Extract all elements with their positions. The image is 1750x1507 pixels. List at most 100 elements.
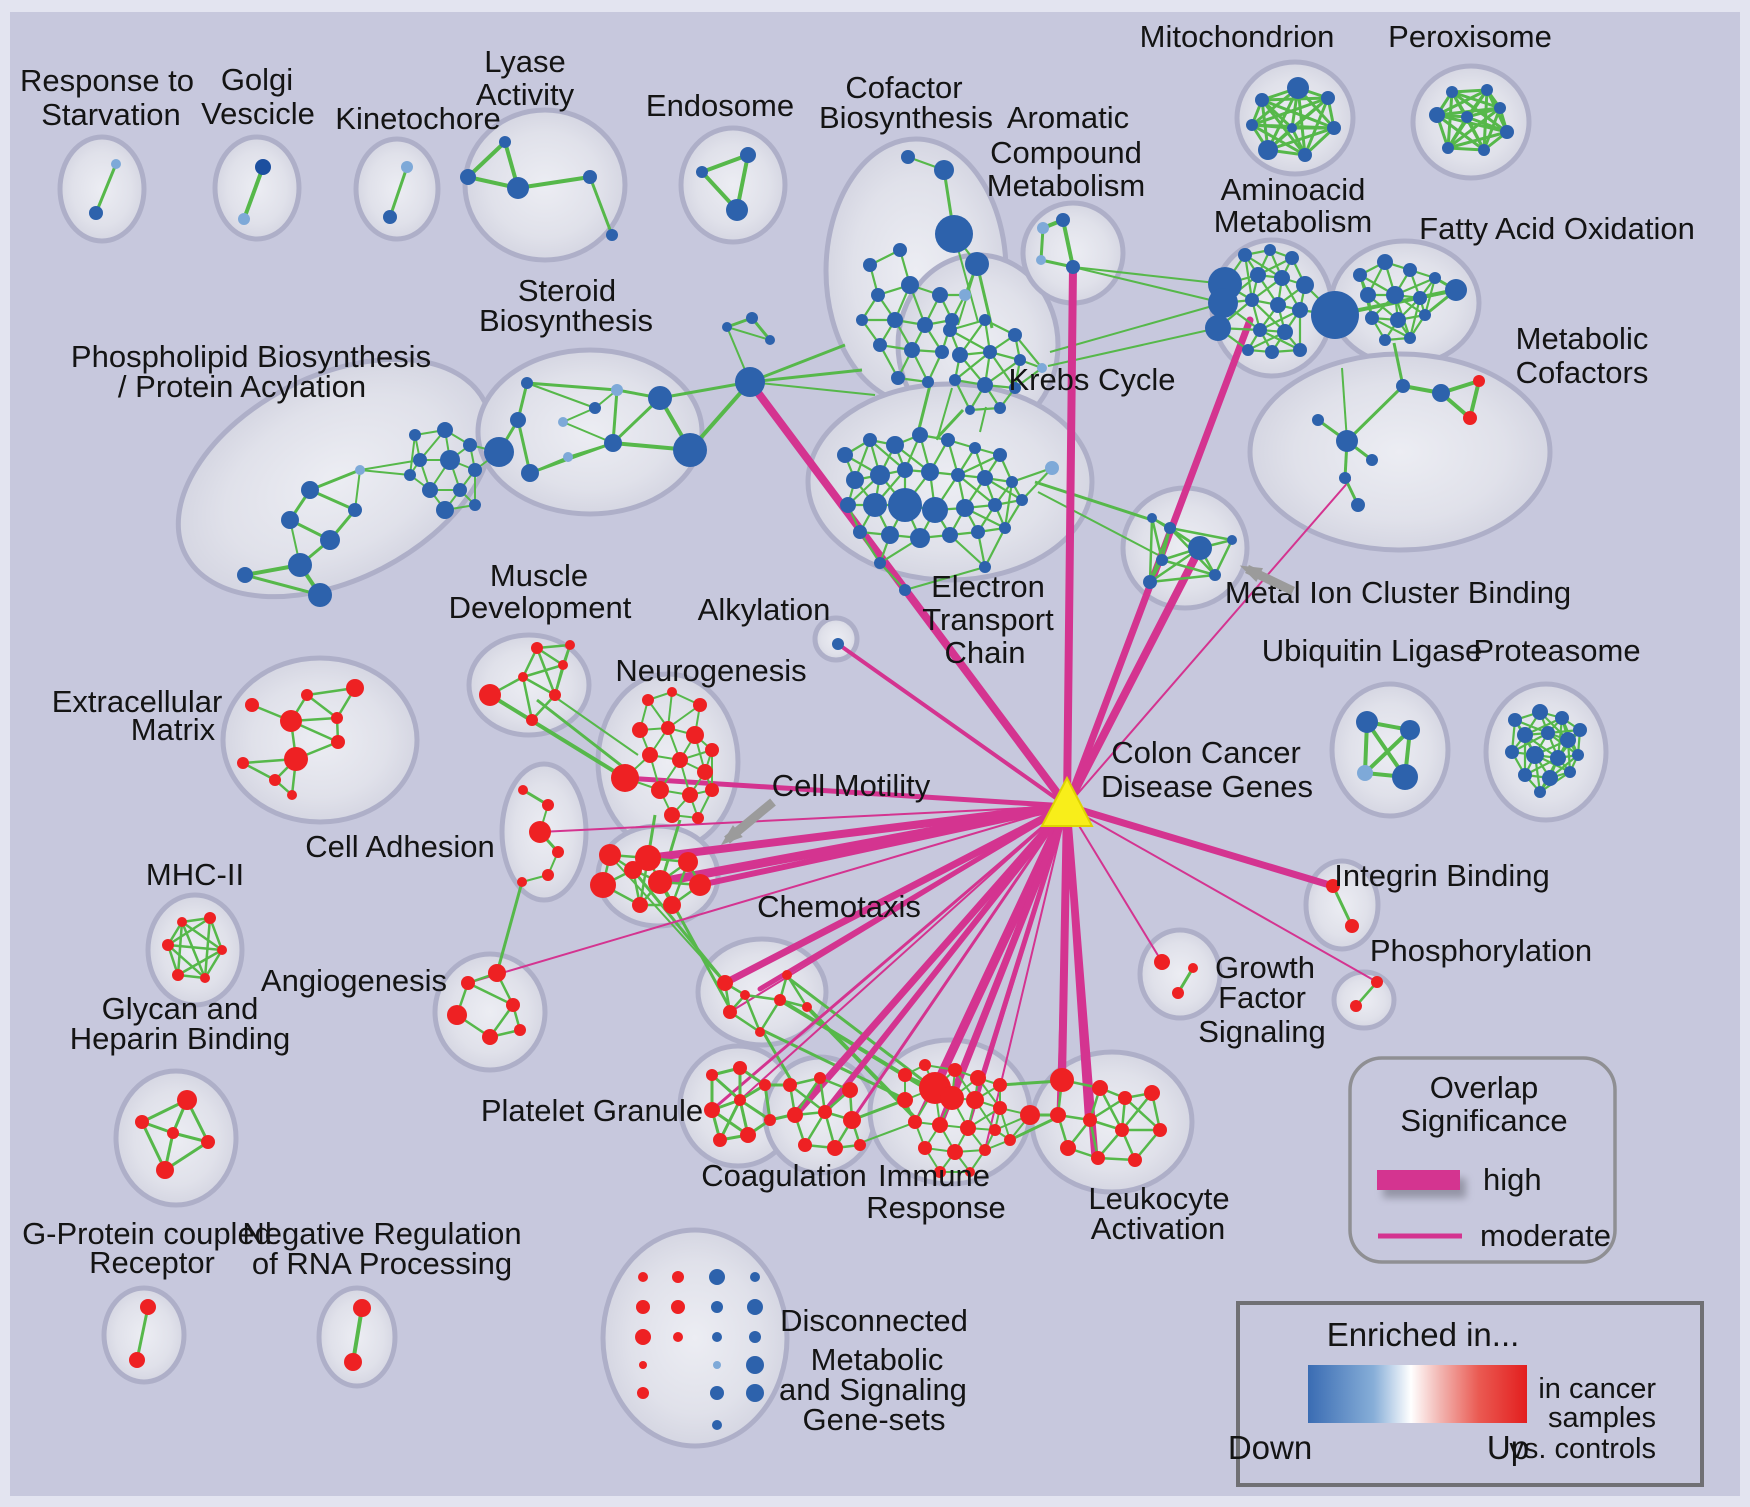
gene-set-overlap-edge <box>521 676 534 721</box>
gene-set-overlap-edge <box>495 881 524 974</box>
gene-set-overlap-edge <box>1446 116 1469 149</box>
gene-set-node-glycan-heparin-binding <box>201 1135 215 1149</box>
gene-set-node-cofactor-biosynthesis <box>965 252 989 276</box>
gene-set-overlap-edge <box>522 663 564 679</box>
gene-set-node-neurogenesis <box>664 807 680 823</box>
gene-set-overlap-edge <box>1014 334 1043 369</box>
gene-set-overlap-edge <box>526 381 618 392</box>
gene-set-node-immune-response <box>1020 1105 1040 1125</box>
disease-overlap-edge <box>1056 804 1069 1117</box>
gene-set-node-coagulation <box>818 1105 832 1119</box>
gene-set-node-fatty-acid-oxidation <box>1404 332 1416 344</box>
legend-moderate-label: moderate <box>1480 1218 1611 1253</box>
gene-set-node-angiogenesis <box>482 1029 498 1045</box>
gene-set-node-electron-transport-chain <box>941 433 955 447</box>
gene-set-node-immune-response <box>993 1101 1007 1115</box>
gene-set-node-aminoacid-metabolism <box>1296 276 1314 294</box>
disease-overlap-edge <box>1063 263 1077 810</box>
gene-set-node-disconnected-gene-sets <box>637 1387 649 1399</box>
gene-set-node-cell-motility <box>635 845 661 871</box>
gene-set-node-proteasome <box>1532 704 1548 720</box>
gene-set-node-extracellular-matrix <box>284 747 308 771</box>
gene-set-node-immune-response <box>979 1144 991 1156</box>
gene-set-node-leukocyte-activation <box>1050 1107 1066 1123</box>
gene-set-overlap-edge <box>244 573 321 597</box>
gene-set-node-mitochondrion <box>1287 77 1309 99</box>
gene-set-node-phospholipid <box>281 511 299 529</box>
gene-set-overlap-edge <box>1124 1097 1161 1131</box>
gene-set-node-lyase-activity <box>606 229 618 241</box>
gene-set-node-kinetochore <box>401 161 413 173</box>
gene-set-node-phosphorylation <box>1371 976 1383 988</box>
gene-set-overlap-edge <box>535 647 557 696</box>
legend-comparison-note: vs. controls <box>1509 1433 1656 1465</box>
gene-set-node-proteasome <box>1542 770 1558 786</box>
gene-set-node-electron-transport-chain <box>977 470 993 486</box>
cluster-label-cofactor-biosynthesis: Cofactor <box>845 70 962 105</box>
gene-set-node-neurogenesis <box>611 764 639 792</box>
gene-set-node-phospholipid <box>440 450 460 470</box>
cluster-label-lyase-activity: Activity <box>476 77 575 112</box>
gene-set-node-muscle-development <box>526 714 538 726</box>
gene-set-node-electron-transport-chain <box>870 465 890 485</box>
gene-set-overlap-edge <box>554 696 639 756</box>
cluster-label-cell-motility: Cell Motility <box>772 768 931 803</box>
gene-set-overlap-edge <box>351 1307 364 1363</box>
gene-set-node-growth-factor-signaling <box>1188 963 1198 973</box>
gene-set-node-cell-adhesion <box>542 799 554 811</box>
gene-set-node-proteasome <box>1572 749 1584 761</box>
gene-set-node-platelet-granule <box>733 1061 747 1075</box>
gene-set-node-extracellular-matrix <box>301 689 313 701</box>
gene-set-node-electron-transport-chain <box>846 471 864 489</box>
legend-up-label: Up <box>1487 1429 1529 1466</box>
gene-set-node-electron-transport-chain <box>956 499 974 517</box>
gene-set-node-disconnected-gene-sets <box>671 1300 685 1314</box>
gene-set-node-peroxisome <box>1481 84 1493 96</box>
cluster-ellipse-kinetochore <box>353 136 441 242</box>
gene-set-node-fatty-acid-oxidation <box>1413 291 1427 305</box>
gene-set-node-immune-response <box>989 1124 1001 1136</box>
gene-set-node-leukocyte-activation <box>1153 1123 1167 1137</box>
cluster-label-proteasome: Proteasome <box>1473 633 1640 668</box>
gene-set-overlap-edge <box>588 176 614 236</box>
cluster-label-cofactor-biosynthesis: Biosynthesis <box>819 100 993 135</box>
cluster-label-mhc-ii: MHC-II <box>146 857 244 892</box>
gene-set-overlap-edge <box>611 857 726 984</box>
cluster-label-aminoacid-metabolism: Aminoacid <box>1221 172 1366 207</box>
gene-set-node-extracellular-matrix <box>245 698 259 712</box>
gene-set-overlap-edge <box>167 916 211 947</box>
gene-set-overlap-edge <box>760 1029 797 1088</box>
gene-set-node-aromatic-compound-metabolism <box>1037 222 1049 234</box>
disease-overlap-edge <box>1066 479 1351 807</box>
gene-set-node-immune-response <box>918 1141 932 1155</box>
gene-set-node-chemotaxis <box>774 994 786 1006</box>
gene-set-overlap-edge <box>203 949 224 979</box>
gene-set-node-mhc-ii <box>204 912 216 924</box>
gene-set-node-mitochondrion <box>1298 148 1312 162</box>
cluster-label-steroid: Biosynthesis <box>479 303 653 338</box>
gene-set-node-g-protein-coupled-receptor <box>140 1299 156 1315</box>
nodes-layer <box>89 77 1587 1430</box>
gene-set-node-electron-transport-chain <box>897 462 913 478</box>
cluster-label-disconnected-gene-sets: Disconnected <box>780 1303 968 1338</box>
gene-set-overlap-edge <box>467 981 514 1007</box>
gene-set-overlap-edge <box>177 948 223 977</box>
gene-set-node-peroxisome <box>1478 144 1490 156</box>
cluster-label-phospholipid: Phospholipid Biosynthesis <box>71 339 431 374</box>
gene-set-node-leukocyte-activation <box>1050 1068 1074 1092</box>
gene-set-node-platelet-granule <box>764 1114 776 1126</box>
gene-set-node-steroid <box>648 386 672 410</box>
gene-set-node-steroid <box>589 402 601 414</box>
gene-set-overlap-edge <box>1436 113 1485 152</box>
gene-set-node-krebs-cycle <box>1009 382 1021 394</box>
gene-set-overlap-edge <box>1149 573 1216 584</box>
disease-overlap-edge <box>1063 544 1204 810</box>
gene-set-node-electron-transport-chain <box>837 447 853 463</box>
gene-set-node-response-starvation <box>89 206 103 220</box>
gene-set-node-aminoacid-metabolism <box>1293 343 1307 357</box>
gene-set-overlap-edge <box>749 368 863 384</box>
gene-set-node-krebs-cycle <box>983 345 997 359</box>
cluster-label-g-protein-coupled-receptor: Receptor <box>89 1245 215 1280</box>
cluster-label-extracellular-matrix: Extracellular <box>52 684 223 719</box>
cluster-label-phospholipid: / Protein Acylation <box>118 369 366 404</box>
